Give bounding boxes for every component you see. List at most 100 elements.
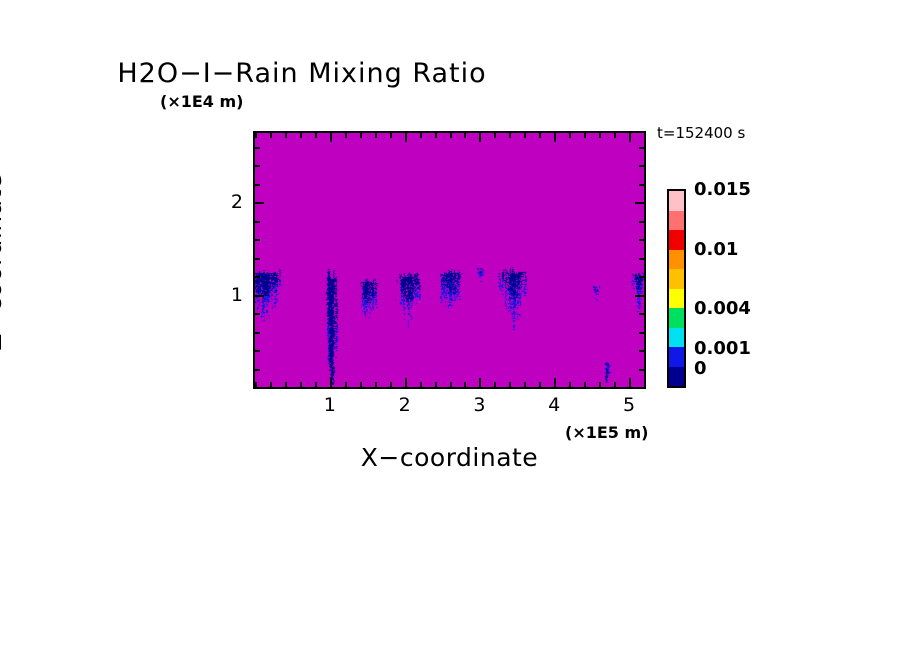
- axis-tick: [464, 133, 467, 138]
- colorbar-label: 0.004: [694, 298, 751, 320]
- axis-tick: [464, 382, 467, 387]
- axis-tick: [639, 276, 644, 279]
- colorbar-segment: [669, 327, 684, 347]
- plot-area: [253, 131, 646, 389]
- colorbar-label: 0.015: [694, 179, 751, 200]
- axis-tick: [269, 382, 272, 387]
- axis-tick: [404, 133, 407, 142]
- axis-tick: [359, 382, 362, 387]
- colorbar-label: 0.001: [694, 338, 751, 360]
- colorbar-segment: [669, 347, 684, 367]
- axis-tick: [269, 133, 272, 138]
- axis-tick: [344, 133, 347, 138]
- axis-tick: [255, 387, 260, 389]
- axis-tick: [329, 133, 332, 142]
- axis-tick: [614, 133, 617, 138]
- page-title: H2O−I−Rain Mixing Ratio: [117, 58, 487, 89]
- axis-tick: [635, 294, 644, 297]
- colorbar-segment: [669, 308, 684, 328]
- axis-tick: [584, 133, 587, 138]
- axis-tick: [374, 382, 377, 387]
- axis-tick: [255, 133, 257, 138]
- heatmap-canvas: [255, 133, 644, 387]
- axis-tick: [284, 133, 287, 138]
- axis-tick: [255, 294, 264, 297]
- axis-tick: [644, 133, 646, 138]
- axis-tick: [599, 133, 602, 138]
- axis-tick: [569, 382, 572, 387]
- axis-tick: [255, 239, 260, 242]
- axis-tick: [539, 133, 542, 138]
- axis-tick: [255, 165, 260, 168]
- axis-tick: [255, 350, 260, 353]
- axis-tick: [255, 276, 260, 279]
- x-tick-label: 1: [323, 394, 336, 416]
- axis-tick: [255, 313, 260, 316]
- axis-tick: [539, 382, 542, 387]
- axis-tick: [255, 368, 260, 371]
- y-axis-unit-label: (×1E4 m): [160, 92, 244, 111]
- axis-tick: [329, 378, 332, 387]
- axis-tick: [449, 133, 452, 138]
- axis-tick: [449, 382, 452, 387]
- axis-tick: [509, 382, 512, 387]
- colorbar-label: 0: [694, 358, 707, 380]
- axis-tick: [255, 202, 264, 205]
- axis-tick: [644, 382, 646, 387]
- x-axis-unit-label: (×1E5 m): [565, 423, 649, 442]
- axis-tick: [359, 133, 362, 138]
- axis-tick: [639, 183, 644, 186]
- axis-tick: [479, 133, 482, 142]
- colorbar-label: 0.01: [694, 238, 739, 260]
- axis-tick: [629, 378, 632, 387]
- axis-tick: [419, 382, 422, 387]
- axis-tick: [419, 133, 422, 138]
- axis-tick: [639, 331, 644, 334]
- y-tick-label: 2: [230, 191, 243, 214]
- axis-tick: [389, 382, 392, 387]
- axis-tick: [494, 382, 497, 387]
- colorbar-segment: [669, 210, 684, 230]
- axis-tick: [494, 133, 497, 138]
- x-tick-label: 2: [398, 394, 411, 416]
- colorbar-segment: [669, 230, 684, 250]
- axis-tick: [255, 183, 260, 186]
- colorbar-segment: [669, 249, 684, 269]
- axis-tick: [404, 378, 407, 387]
- x-axis-title: X−coordinate: [360, 443, 539, 472]
- axis-tick: [299, 382, 302, 387]
- axis-tick: [314, 382, 317, 387]
- axis-tick: [374, 133, 377, 138]
- x-tick-label: 5: [622, 394, 636, 416]
- axis-tick: [639, 165, 644, 168]
- axis-tick: [569, 133, 572, 138]
- axis-tick: [434, 133, 437, 138]
- colorbar-segment: [669, 191, 684, 211]
- axis-tick: [479, 378, 482, 387]
- axis-tick: [389, 133, 392, 138]
- y-axis-title: Z−coordinate: [0, 173, 7, 351]
- axis-tick: [434, 382, 437, 387]
- axis-tick: [639, 387, 644, 389]
- colorbar-segment: [669, 269, 684, 289]
- axis-tick: [299, 133, 302, 138]
- axis-tick: [255, 146, 260, 149]
- time-annotation: t=152400 s: [657, 124, 746, 142]
- x-tick-label: 3: [473, 394, 486, 416]
- colorbar-segment: [669, 366, 684, 386]
- axis-tick: [599, 382, 602, 387]
- axis-tick: [639, 146, 644, 149]
- axis-tick: [509, 133, 512, 138]
- x-tick-label: 4: [548, 394, 561, 416]
- axis-tick: [639, 220, 644, 223]
- axis-tick: [524, 133, 527, 138]
- axis-tick: [524, 382, 527, 387]
- axis-tick: [639, 313, 644, 316]
- axis-tick: [584, 382, 587, 387]
- axis-tick: [639, 239, 644, 242]
- axis-tick: [255, 382, 257, 387]
- axis-tick: [639, 368, 644, 371]
- axis-tick: [554, 378, 557, 387]
- axis-tick: [635, 202, 644, 205]
- axis-tick: [314, 133, 317, 138]
